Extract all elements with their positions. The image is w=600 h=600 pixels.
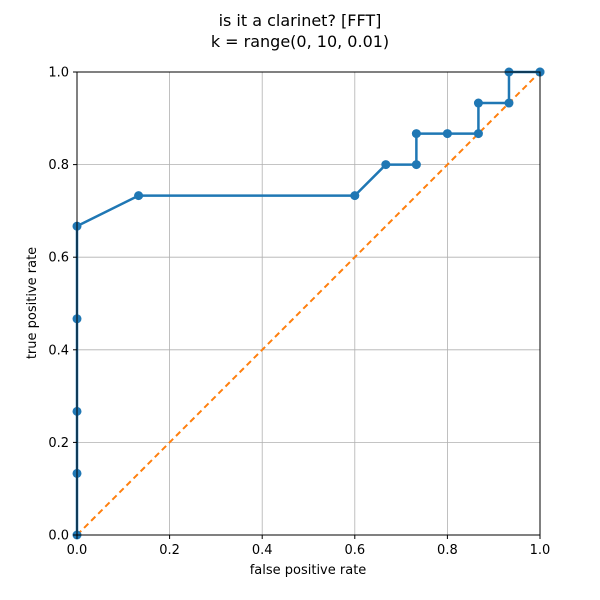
y-tick-label: 0.6 xyxy=(48,251,69,266)
roc-point xyxy=(473,129,483,139)
roc-point xyxy=(442,129,452,139)
x-tick-label: 0.6 xyxy=(344,543,365,558)
roc-point xyxy=(411,160,421,170)
y-tick-label: 0.0 xyxy=(48,529,69,544)
x-tick-label: 0.4 xyxy=(252,543,273,558)
x-tick-label: 0.8 xyxy=(437,543,458,558)
roc-point xyxy=(381,160,391,170)
chart-title-line2: k = range(0, 10, 0.01) xyxy=(211,32,389,51)
y-tick-label: 0.4 xyxy=(48,343,69,358)
roc-point xyxy=(504,98,514,108)
x-tick-label: 0.2 xyxy=(159,543,180,558)
y-tick-label: 1.0 xyxy=(48,66,69,81)
y-tick-label: 0.2 xyxy=(48,436,69,451)
plot-frame xyxy=(76,71,541,536)
x-tick-label: 0.0 xyxy=(67,543,88,558)
axis-ticks: 0.0 0.2 0.4 0.6 0.8 1.0 0.0 0.2 0.4 0.6 0.8 1.0 xyxy=(48,66,550,559)
x-tick-label: 1.0 xyxy=(530,543,551,558)
x-axis-label: false positive rate xyxy=(250,563,367,578)
roc-point xyxy=(473,98,483,108)
roc-point xyxy=(411,129,421,139)
chart-title-line1: is it a clarinet? [FFT] xyxy=(219,11,382,30)
y-tick-label: 0.8 xyxy=(48,158,69,173)
roc-point xyxy=(134,191,144,201)
y-axis-label: true positive rate xyxy=(25,247,40,359)
chance-diagonal-line xyxy=(76,71,541,536)
grid xyxy=(76,71,541,536)
roc-point xyxy=(350,191,360,201)
